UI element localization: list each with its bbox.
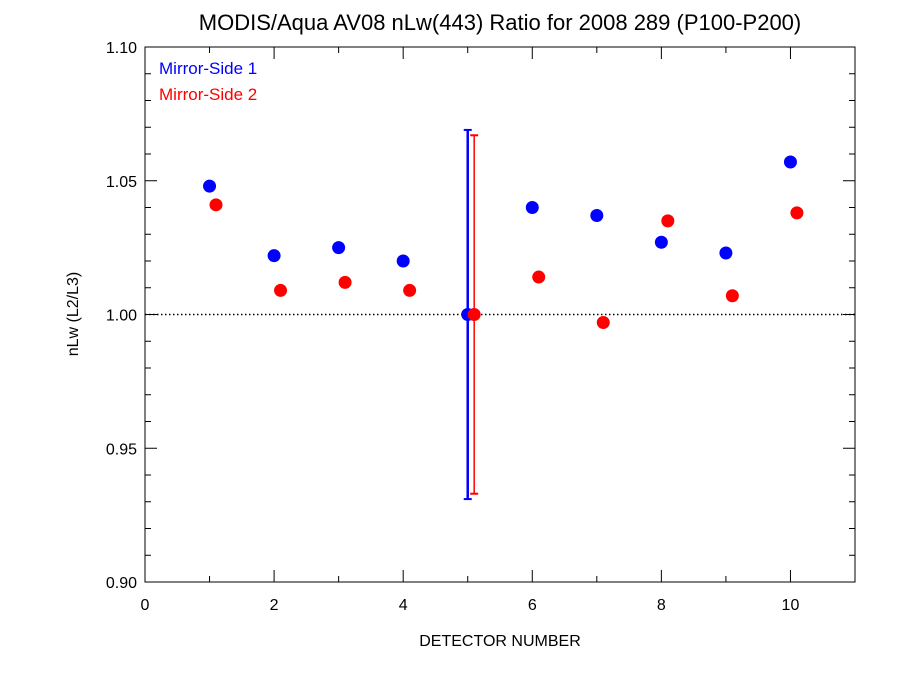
- data-point-series-1: [396, 254, 410, 268]
- data-point-series-1: [719, 246, 733, 260]
- x-tick-label: 6: [528, 597, 537, 614]
- plot-frame: [144, 46, 856, 583]
- data-point-series-1: [203, 179, 217, 193]
- x-axis-label: DETECTOR NUMBER: [419, 633, 581, 650]
- legend-label-mirror-side-1: Mirror-Side 1: [159, 59, 257, 78]
- data-marks: [203, 128, 804, 501]
- x-tick-label: 4: [399, 597, 408, 614]
- data-point-series-1: [267, 249, 281, 263]
- y-tick-label: 0.90: [106, 575, 137, 592]
- data-point-series-2: [532, 270, 546, 284]
- data-point-series-1: [525, 201, 539, 214]
- y-tick-label: 1.00: [106, 308, 137, 325]
- data-point-series-2: [790, 206, 804, 220]
- data-point-series-1: [332, 241, 346, 255]
- data-point-series-2: [661, 214, 675, 228]
- y-tick-label: 1.05: [106, 174, 137, 191]
- legend: Mirror-Side 1 Mirror-Side 2: [159, 59, 257, 104]
- x-tick-label: 8: [657, 597, 666, 614]
- x-tick-label: 0: [141, 597, 150, 614]
- data-point-series-2: [403, 283, 417, 297]
- x-tick-label: 2: [270, 597, 279, 614]
- data-point-series-2: [467, 308, 481, 321]
- data-point-series-2: [596, 316, 610, 330]
- y-tick-label: 0.95: [106, 441, 137, 458]
- data-point-series-2: [274, 283, 288, 297]
- data-point-series-1: [783, 155, 797, 169]
- data-point-series-1: [654, 235, 668, 249]
- chart-title: MODIS/Aqua AV08 nLw(443) Ratio for 2008 …: [199, 10, 802, 35]
- legend-label-mirror-side-2: Mirror-Side 2: [159, 85, 257, 104]
- data-point-series-1: [590, 209, 604, 223]
- data-point-series-2: [338, 275, 352, 289]
- data-point-series-2: [725, 289, 739, 303]
- data-point-series-2: [209, 198, 223, 212]
- axes: 0 2 4 6 8 10 0.90 0.95 1.00 1.05 1.10: [106, 40, 856, 614]
- y-axis-label: nLw (L2/L3): [65, 272, 82, 357]
- y-tick-label: 1.10: [106, 40, 137, 57]
- x-tick-label: 10: [782, 597, 800, 614]
